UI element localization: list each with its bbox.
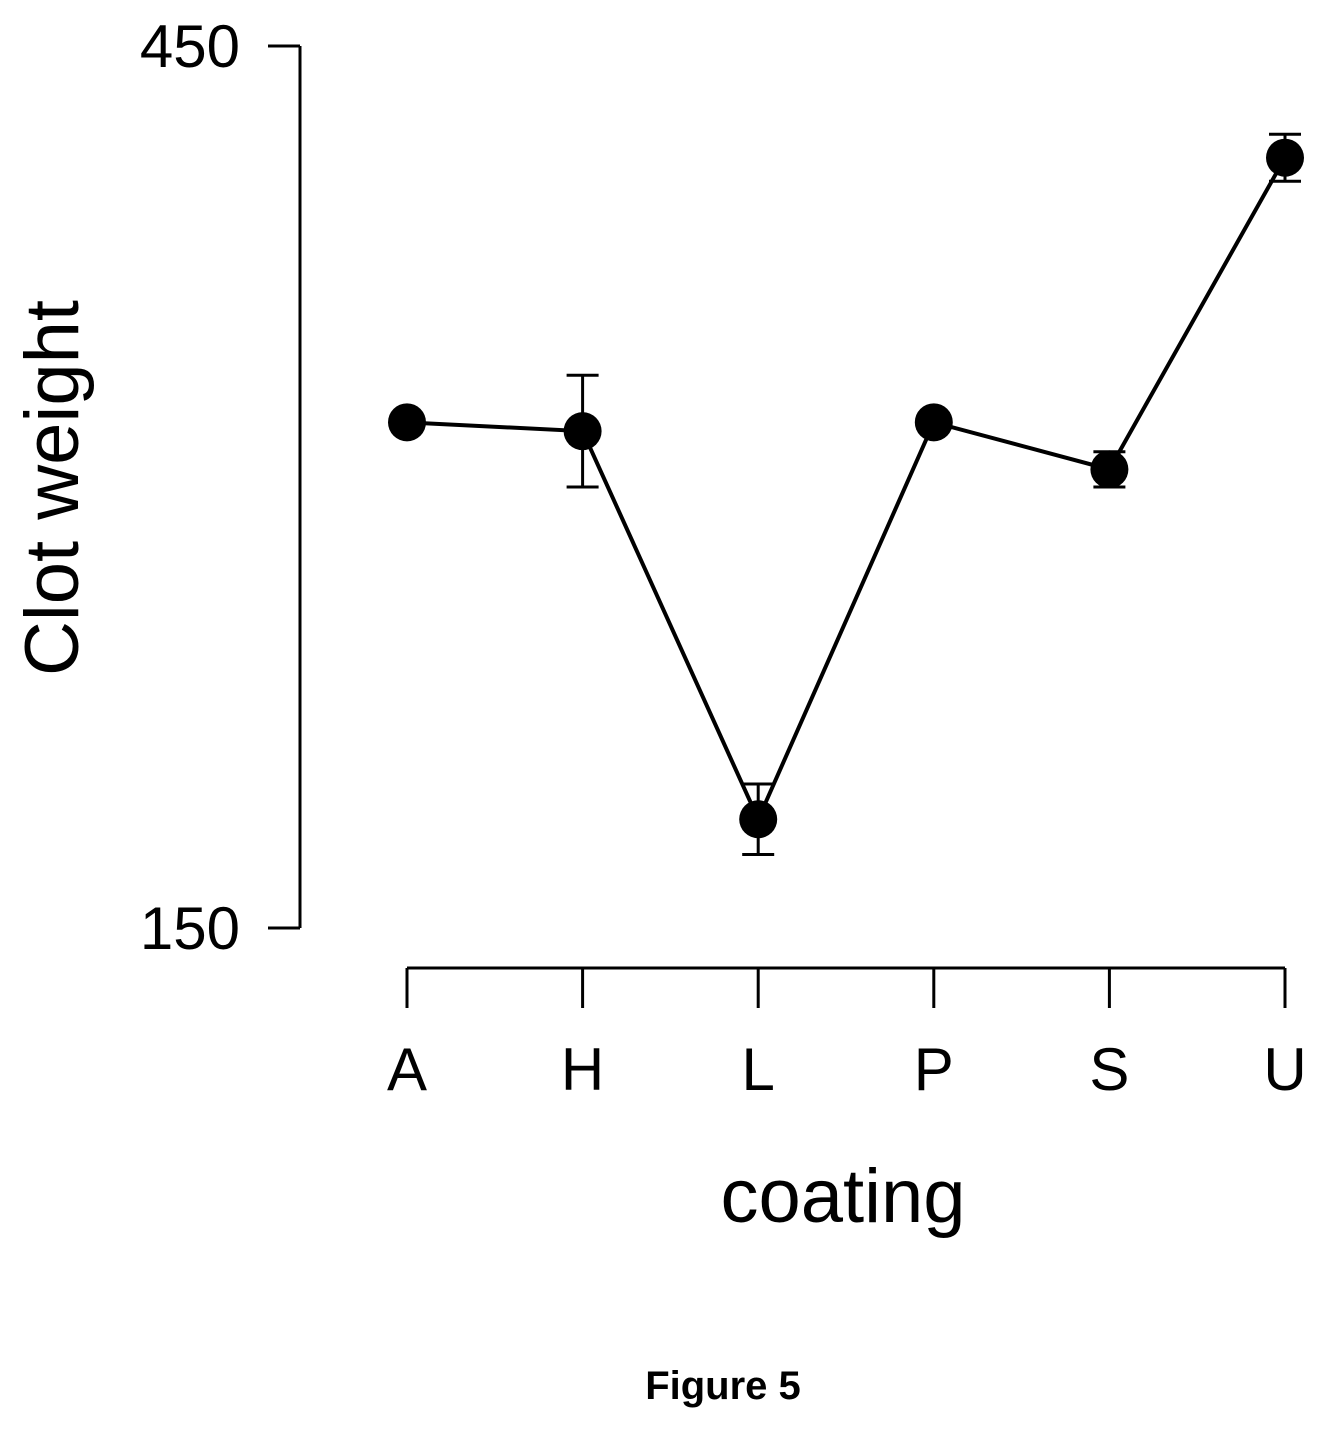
y-axis: 150 450 <box>140 13 302 962</box>
y-axis-title: Clot weight <box>10 300 95 676</box>
data-point-L <box>739 800 778 839</box>
data-point-H <box>563 412 602 451</box>
data-point-P <box>914 403 953 442</box>
x-tick-label: H <box>561 1036 604 1103</box>
y-tick-label: 450 <box>140 13 240 80</box>
series-layer <box>388 132 1304 856</box>
x-tick-label: S <box>1089 1036 1129 1103</box>
data-point-A <box>388 403 426 442</box>
x-tick-label: U <box>1263 1036 1306 1103</box>
x-tick-label: L <box>742 1036 775 1103</box>
x-axis-title: coating <box>720 1154 965 1239</box>
x-tick-label: P <box>914 1036 954 1103</box>
y-tick-label: 150 <box>140 895 240 962</box>
data-point-S <box>1090 450 1129 489</box>
x-tick-label: A <box>387 1036 427 1103</box>
data-point-U <box>1266 138 1304 177</box>
series-line <box>406 156 1287 825</box>
figure-caption: Figure 5 <box>645 1364 801 1408</box>
